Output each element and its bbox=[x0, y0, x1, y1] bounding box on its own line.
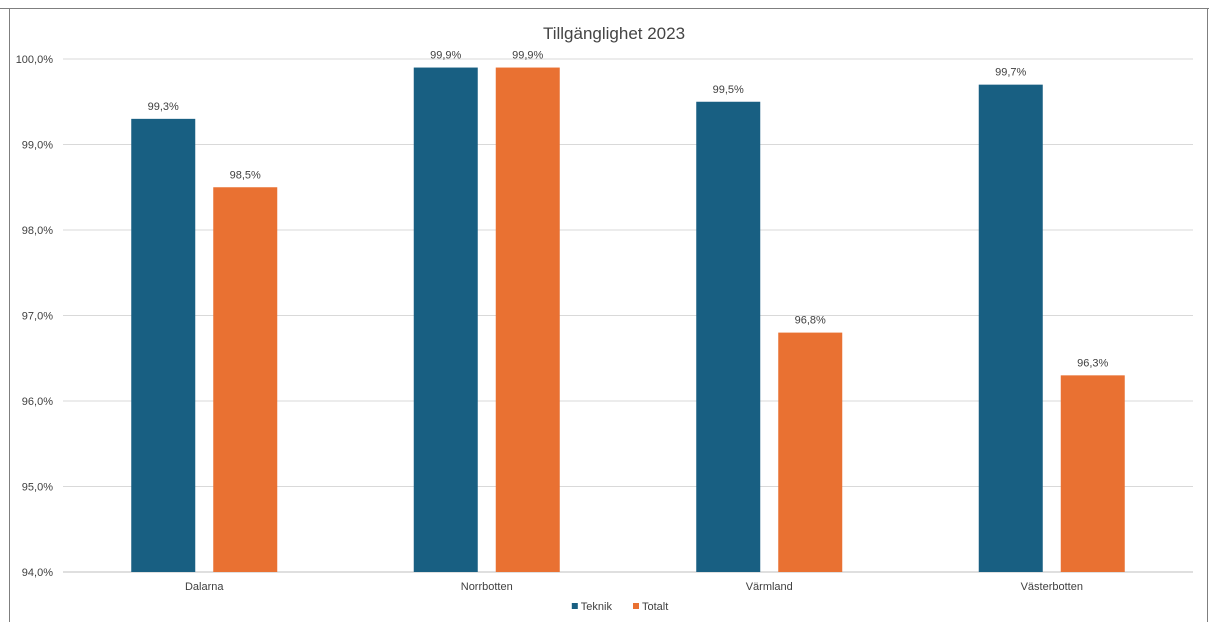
legend-label-totalt: Totalt bbox=[642, 601, 668, 613]
bars bbox=[131, 67, 1125, 573]
legend-label-teknik: Teknik bbox=[581, 601, 613, 613]
category-label: Västerbotten bbox=[1021, 581, 1083, 593]
data-label: 98,5% bbox=[230, 169, 261, 181]
bar-totalt-0 bbox=[213, 187, 278, 572]
frame-left-border bbox=[9, 8, 10, 622]
frame-right-border bbox=[1207, 8, 1208, 622]
data-label: 99,5% bbox=[713, 84, 744, 96]
frame-top-border bbox=[0, 8, 1209, 9]
y-tick-label: 100,0% bbox=[16, 54, 54, 66]
bar-teknik-3 bbox=[978, 84, 1043, 573]
data-label: 99,9% bbox=[512, 50, 543, 62]
bar-teknik-1 bbox=[413, 67, 478, 573]
category-label: Värmland bbox=[746, 581, 793, 593]
bar-totalt-1 bbox=[495, 67, 560, 573]
y-tick-label: 94,0% bbox=[22, 567, 53, 579]
bar-totalt-2 bbox=[778, 332, 843, 572]
y-tick-label: 97,0% bbox=[22, 311, 53, 323]
y-tick-label: 95,0% bbox=[22, 482, 53, 494]
category-label: Norrbotten bbox=[461, 581, 513, 593]
legend-swatch-totalt bbox=[633, 603, 639, 609]
data-label: 99,7% bbox=[995, 67, 1026, 79]
y-tick-label: 96,0% bbox=[22, 396, 53, 408]
y-axis: 94,0% 95,0% 96,0% 97,0% 98,0% 99,0% 100,0% bbox=[16, 54, 54, 579]
bar-teknik-2 bbox=[696, 101, 761, 572]
bar-totalt-3 bbox=[1060, 375, 1125, 572]
x-axis: Dalarna Norrbotten Värmland Västerbotten bbox=[185, 581, 1083, 593]
y-tick-label: 99,0% bbox=[22, 140, 53, 152]
data-labels: 99,3% 98,5% 99,9% 99,9% 99,5% 96,8% 99,7% 96,3% bbox=[148, 50, 1109, 370]
category-label: Dalarna bbox=[185, 581, 224, 593]
data-label: 99,9% bbox=[430, 50, 461, 62]
data-label: 99,3% bbox=[148, 101, 179, 113]
bar-teknik-0 bbox=[131, 118, 196, 572]
data-label: 96,8% bbox=[795, 315, 826, 327]
chart-title: Tillgänglighet 2023 bbox=[543, 24, 685, 43]
legend-swatch-teknik bbox=[571, 603, 578, 609]
y-tick-label: 98,0% bbox=[22, 225, 53, 237]
legend: Teknik Totalt bbox=[571, 601, 668, 613]
data-label: 96,3% bbox=[1077, 357, 1108, 369]
